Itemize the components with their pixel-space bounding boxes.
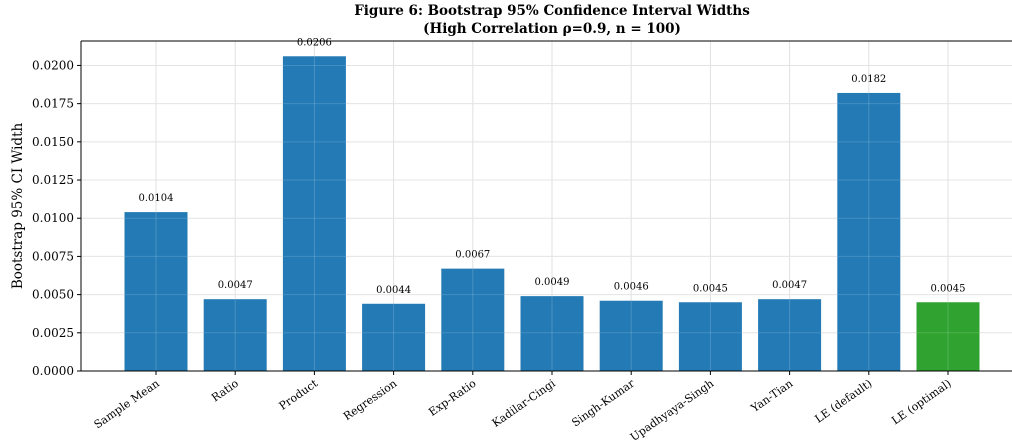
bar-ratio [203, 299, 267, 371]
chart-subtitle: (High Correlation ρ=0.9, n = 100) [423, 21, 681, 37]
x-tick-label: LE (optimal) [889, 377, 953, 428]
bar-singh-kumar [599, 300, 663, 371]
x-tick-label: Yan-Tian [748, 377, 795, 416]
bar-value-label: 0.0206 [297, 37, 332, 48]
bar-yan-tian [758, 299, 822, 371]
bar-kadilar-cingi [520, 296, 584, 371]
bar-value-label: 0.0045 [931, 283, 966, 294]
bar-value-label: 0.0104 [139, 193, 174, 204]
bars: 0.0104 0.0047 0.0206 0.0044 0.0067 0.0049 0.00… [81, 37, 1012, 372]
x-tick-label: Upadhyaya-Singh [628, 377, 716, 444]
bar-regression [362, 303, 426, 371]
bar-value-label: 0.0182 [851, 74, 886, 85]
y-tick-label: 0.0200 [32, 58, 74, 72]
bar-value-label: 0.0047 [218, 280, 253, 291]
chart-title: Figure 6: Bootstrap 95% Confidence Inter… [354, 3, 750, 19]
bar-le-optimal [916, 302, 980, 371]
y-tick-label: 0.0100 [32, 211, 74, 225]
bar-value-label: 0.0045 [693, 283, 728, 294]
x-tick-label: Kadilar-Cingi [490, 377, 558, 430]
x-tick-label: Exp-Ratio [426, 377, 479, 419]
y-axis-label: Bootstrap 95% CI Width [10, 123, 26, 290]
y-tick-label: 0.0075 [32, 249, 74, 263]
bar-value-label: 0.0067 [455, 250, 490, 261]
bar-upadhyaya-singh [678, 302, 742, 371]
bar-value-label: 0.0046 [614, 282, 649, 293]
y-tick-label: 0.0050 [32, 288, 74, 302]
bar-value-label: 0.0047 [772, 280, 807, 291]
bar-exp-ratio [441, 268, 505, 371]
x-tick-label: LE (default) [812, 377, 874, 426]
x-tick-label: Product [277, 376, 321, 412]
bar-le-default [837, 92, 901, 371]
bar-value-label: 0.0044 [376, 285, 411, 296]
bar-product [282, 56, 346, 372]
y-tick-label: 0.0125 [32, 173, 74, 187]
bar-sample-mean [124, 212, 188, 371]
x-tick-label: Sample Mean [92, 377, 162, 432]
x-tick-label: Singh-Kumar [569, 376, 637, 429]
y-tick-label: 0.0175 [32, 97, 74, 111]
y-tick-label: 0.0025 [32, 326, 74, 340]
y-tick-label: 0.0150 [32, 135, 74, 149]
x-tick-label: Regression [341, 377, 399, 423]
y-tick-label: 0.0000 [32, 364, 74, 378]
bar-value-label: 0.0049 [535, 277, 570, 288]
x-tick-label: Ratio [209, 377, 241, 405]
